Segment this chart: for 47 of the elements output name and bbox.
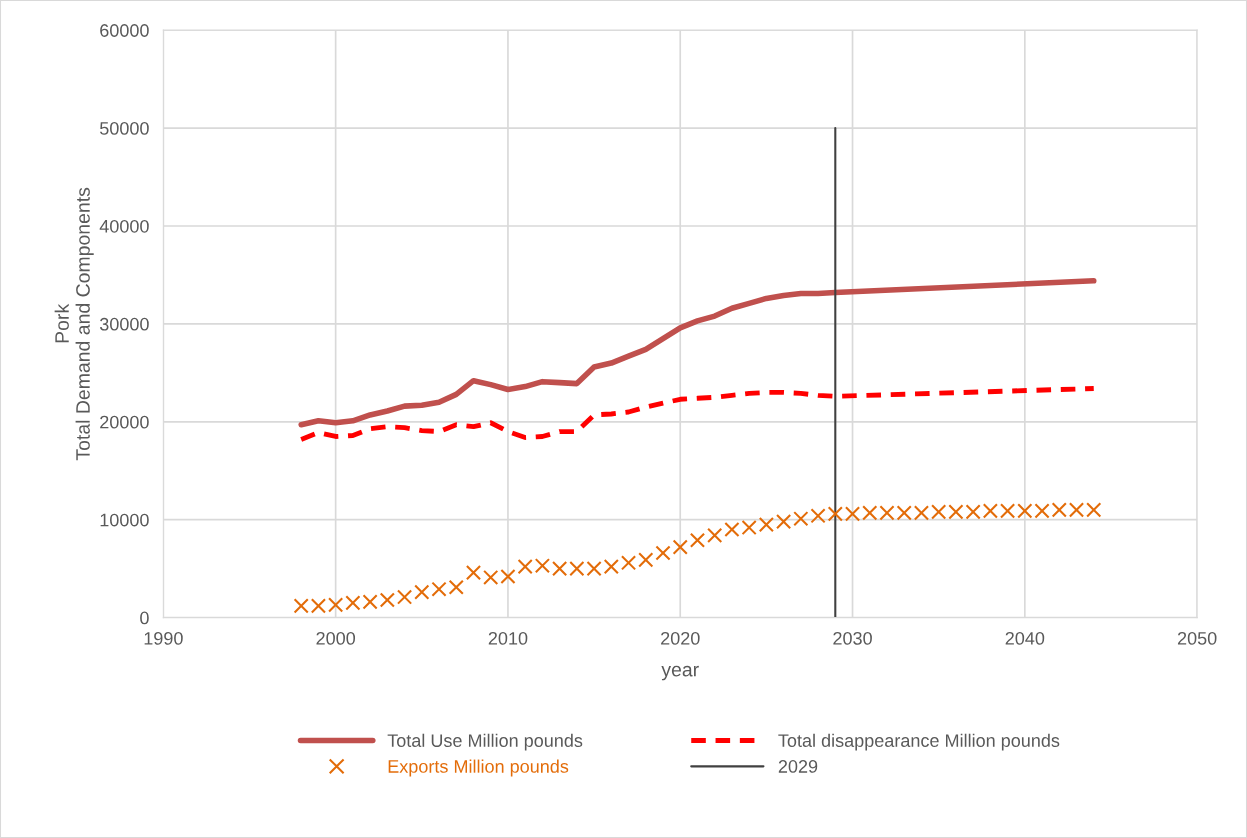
point [517,559,533,575]
point [775,514,792,530]
point [689,532,706,548]
point [328,597,344,613]
point [448,579,464,595]
point [534,558,551,574]
line-series [298,386,1097,442]
x-axis-title: year [661,665,699,681]
y-tick-label: 10000 [100,513,149,527]
point [603,559,619,575]
point [431,581,447,597]
y-tick-label: 0 [140,611,149,625]
x-tick-label: 2000 [316,631,356,645]
point [362,594,378,610]
y-tick-label: 60000 [100,24,149,37]
legend-label: Total Use Million pounds [387,733,583,751]
point [655,545,671,561]
y-tick-label: 50000 [99,122,149,135]
x-tick-label: 2040 [1005,631,1045,645]
point [500,568,516,585]
point [741,519,757,536]
point [638,552,654,568]
point [672,539,688,555]
y-axis-title: Pork Total Demand and Components [54,187,94,461]
point [465,564,482,581]
point [379,592,395,608]
x-tick-label: 2020 [661,631,700,645]
point [483,569,499,586]
x-tick-label: 2030 [833,631,872,645]
y-tick-label: 30000 [99,317,149,331]
point [414,584,430,600]
point [345,595,361,611]
legend-label: Total disappearance Million pounds [778,733,1060,751]
point [396,589,413,605]
y-tick-label: 40000 [99,219,149,233]
point [793,511,809,527]
point [707,527,723,543]
x-tick-label: 2010 [488,631,528,645]
x-tick-label: 1990 [144,631,183,645]
point [758,516,775,533]
point [620,555,637,571]
point [810,508,826,524]
point [724,521,740,538]
x-tick-label: 2050 [1177,631,1217,645]
text: Exports Million pounds [388,759,569,777]
legend-label: 2029 [778,760,818,773]
y-tick-label: 20000 [100,415,149,429]
